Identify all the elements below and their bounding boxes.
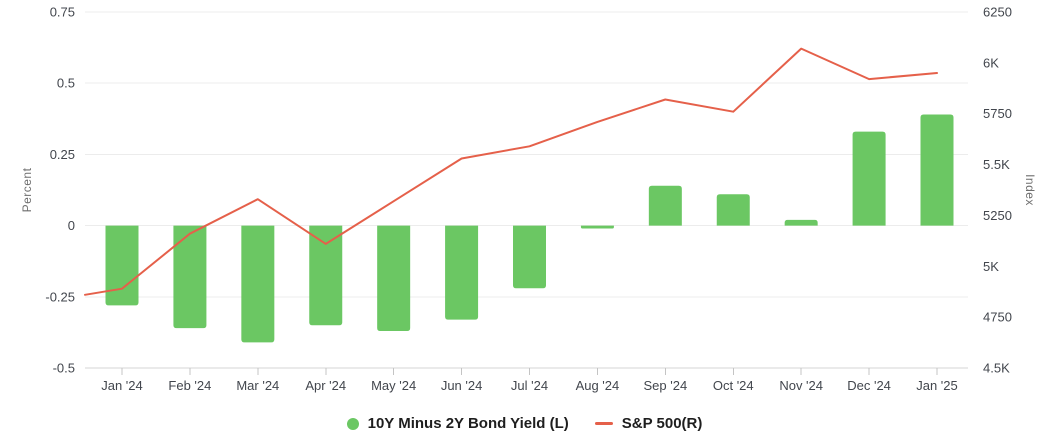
right-axis-tick-label: 5250 xyxy=(983,208,1012,223)
right-axis-tick-label: 4.5K xyxy=(983,361,1010,376)
legend-circle-marker-icon xyxy=(346,417,359,430)
bond-yield-bar[interactable] xyxy=(784,219,818,226)
right-axis-tick-label: 5.5K xyxy=(983,157,1010,172)
chart-legend: 10Y Minus 2Y Bond Yield (L) S&P 500(R) xyxy=(0,404,1049,443)
right-axis-tick-label: 6K xyxy=(983,55,999,70)
x-axis-month-label: Oct '24 xyxy=(713,378,754,393)
left-axis-tick-label: -0.5 xyxy=(53,361,75,376)
combo-chart-plot: 0.75 0.5 0.25 0 -0.25 -0.5 6250 6K 5750 5.5K 5250 5… xyxy=(20,5,1037,394)
right-axis-title: Index xyxy=(1023,174,1037,206)
left-axis-tick-label: 0.75 xyxy=(50,5,75,20)
x-axis-month-label: Dec '24 xyxy=(847,378,891,393)
x-axis-month-label: Jul '24 xyxy=(511,378,548,393)
right-axis-tick-label: 5750 xyxy=(983,106,1012,121)
x-axis-month-label: Aug '24 xyxy=(576,378,620,393)
legend-line-marker-icon xyxy=(594,422,613,425)
legend-item-bond-yield[interactable]: 10Y Minus 2Y Bond Yield (L) xyxy=(346,415,569,432)
bond-yield-bar[interactable] xyxy=(580,225,614,229)
right-axis-tick-label: 5K xyxy=(983,259,999,274)
left-axis-tick-label: 0.5 xyxy=(57,76,75,91)
right-axis-tick-label: 4750 xyxy=(983,310,1012,325)
x-axis-month-label: Mar '24 xyxy=(236,378,279,393)
x-axis-month-label: Jan '24 xyxy=(101,378,143,393)
left-axis-tick-label: 0.25 xyxy=(50,147,75,162)
bond-yield-bar[interactable] xyxy=(377,225,411,331)
bond-yield-bar[interactable] xyxy=(105,225,139,306)
right-axis-tick-label: 6250 xyxy=(983,5,1012,20)
sp500-line[interactable] xyxy=(84,47,938,296)
bond-yield-bar[interactable] xyxy=(648,185,682,226)
x-axis-month-label: Jun '24 xyxy=(441,378,483,393)
bond-yield-bar[interactable] xyxy=(445,225,479,320)
legend-item-sp500[interactable]: S&P 500(R) xyxy=(594,415,703,432)
x-axis-month-label: Sep '24 xyxy=(643,378,687,393)
legend-label-bond-yield: 10Y Minus 2Y Bond Yield (L) xyxy=(367,415,569,432)
x-axis-month-label: Apr '24 xyxy=(305,378,346,393)
bond-yield-bar[interactable] xyxy=(852,131,886,226)
bond-yield-bar[interactable] xyxy=(241,225,275,343)
bond-yield-bar[interactable] xyxy=(513,225,546,289)
x-axis-month-label: Nov '24 xyxy=(779,378,823,393)
bond-yield-bar[interactable] xyxy=(716,194,750,226)
x-axis-month-label: Feb '24 xyxy=(168,378,211,393)
bond-yield-bar[interactable] xyxy=(173,225,207,329)
x-axis-month-label: May '24 xyxy=(371,378,416,393)
legend-label-sp500: S&P 500(R) xyxy=(621,415,703,432)
x-axis-month-label: Jan '25 xyxy=(916,378,958,393)
left-axis-tick-label: 0 xyxy=(68,218,75,233)
left-axis-tick-label: -0.25 xyxy=(45,289,75,304)
bond-yield-bar[interactable] xyxy=(309,225,343,326)
left-axis-title: Percent xyxy=(20,167,34,212)
bond-yield-bar[interactable] xyxy=(920,114,954,226)
